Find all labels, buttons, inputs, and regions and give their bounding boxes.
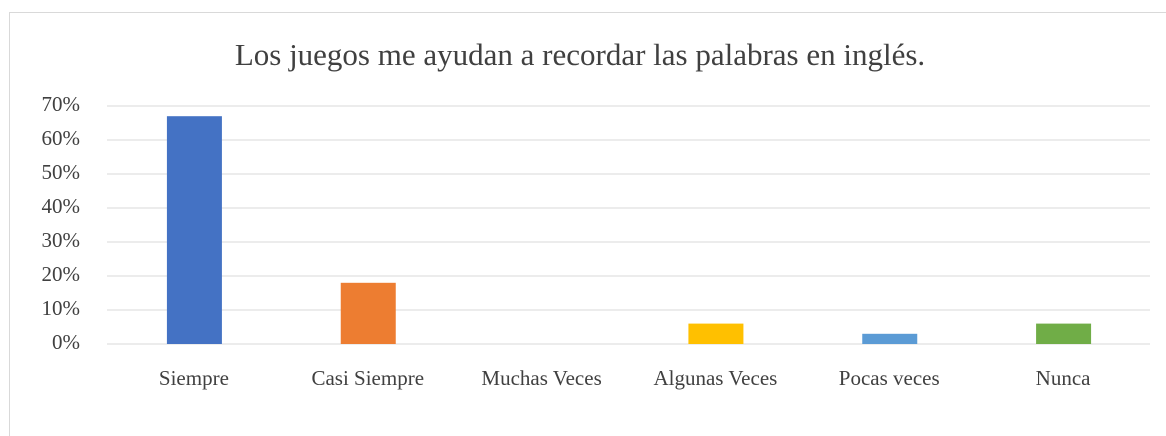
x-tick-label: Pocas veces [839,366,940,390]
bar [862,333,918,344]
bar [1036,323,1092,344]
y-tick-label: 70% [42,92,81,116]
chart-title: Los juegos me ayudan a recordar las pala… [235,37,925,72]
x-tick-label: Casi Siempre [311,366,424,390]
bar [166,116,222,344]
x-tick-label: Nunca [1036,366,1091,390]
x-tick-label: Siempre [159,366,229,390]
y-tick-label: 50% [42,160,81,184]
y-tick-label: 10% [42,296,81,320]
bar [340,282,396,344]
x-tick-label: Muchas Veces [481,366,601,390]
x-tick-label: Algunas Veces [653,366,777,390]
bar [688,323,744,344]
y-tick-label: 40% [42,194,81,218]
y-tick-label: 60% [42,126,81,150]
y-tick-label: 30% [42,228,81,252]
y-tick-label: 20% [42,262,81,286]
y-tick-label: 0% [52,330,80,354]
